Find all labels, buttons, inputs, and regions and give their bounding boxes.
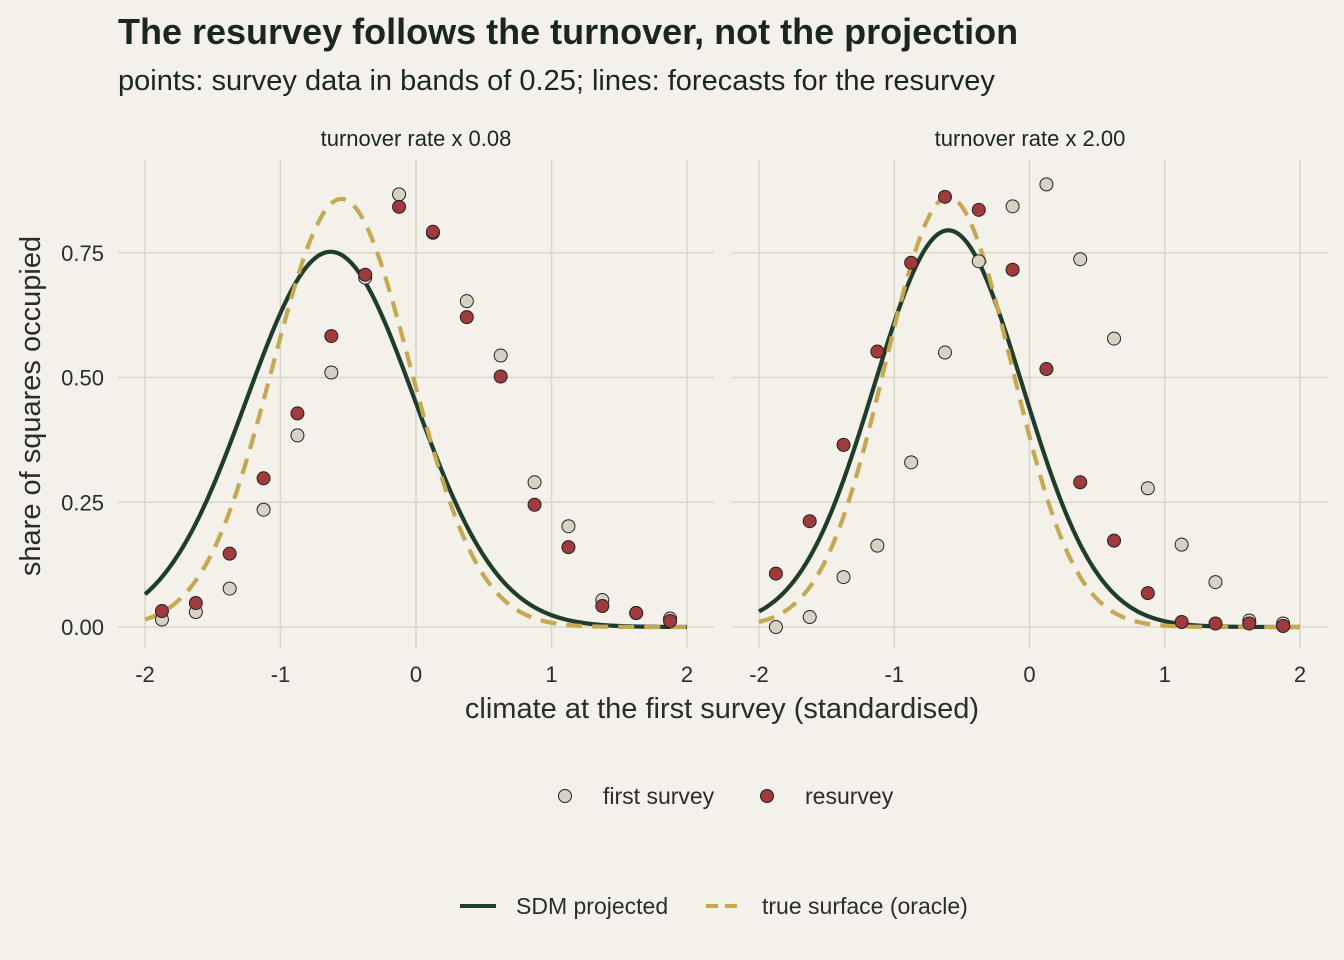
first-survey-point	[937, 345, 952, 360]
legend-true-label: true surface (oracle)	[762, 893, 968, 919]
resurvey-point	[836, 437, 851, 452]
resurvey-point	[595, 599, 610, 614]
resurvey-point	[222, 546, 237, 561]
resurvey-point	[527, 497, 542, 512]
legend-first-survey-label: first survey	[603, 783, 715, 809]
first-survey-point	[392, 187, 407, 202]
first-survey-point	[1107, 331, 1122, 346]
resurvey-point	[188, 596, 203, 611]
true-surface-line	[144, 196, 687, 630]
resurvey-point	[1073, 475, 1088, 490]
resurvey-point	[256, 471, 271, 486]
legend-resurvey-marker	[760, 789, 774, 803]
first-survey-point	[802, 610, 817, 625]
resurvey-point	[358, 267, 373, 282]
first-survey-point	[768, 620, 783, 634]
resurvey-point	[493, 369, 508, 384]
resurvey-point	[392, 199, 407, 214]
legend-sdm-label: SDM projected	[516, 893, 668, 919]
x-tick-label: 2	[1294, 662, 1306, 687]
resurvey-point	[1174, 615, 1189, 630]
first-survey-point	[256, 502, 271, 517]
resurvey-point	[768, 566, 783, 581]
first-survey-point	[971, 254, 986, 269]
panel-1-strip-label: turnover rate x 0.08	[321, 126, 512, 151]
first-survey-point	[1208, 575, 1223, 590]
chart-subtitle: points: survey data in bands of 0.25; li…	[118, 65, 995, 97]
resurvey-point	[425, 224, 440, 239]
resurvey-point	[1276, 619, 1291, 634]
resurvey-point	[290, 406, 305, 421]
x-tick-label: 0	[410, 662, 422, 687]
resurvey-point	[1242, 616, 1257, 631]
first-survey-point	[290, 428, 305, 443]
x-tick-label: 2	[681, 662, 693, 687]
x-axis-title: climate at the first survey (standardise…	[465, 693, 979, 725]
first-survey-point	[527, 475, 542, 490]
resurvey-point	[1005, 262, 1020, 277]
resurvey-point	[1107, 533, 1122, 548]
resurvey-point	[802, 514, 817, 529]
resurvey-point	[870, 344, 885, 359]
resurvey-point	[561, 540, 576, 555]
first-survey-point	[1073, 252, 1088, 267]
resurvey-point	[904, 255, 919, 270]
first-survey-point	[1140, 481, 1155, 496]
first-survey-point	[904, 455, 919, 470]
first-survey-point	[222, 581, 237, 596]
panel-2: turnover rate x 2.00 -2 -1 0 1 2	[732, 126, 1328, 687]
resurvey-point	[154, 604, 169, 619]
panel-2-strip-label: turnover rate x 2.00	[935, 126, 1126, 151]
resurvey-point	[1208, 616, 1223, 631]
first-survey-point	[459, 294, 474, 309]
y-tick-label: 0.50	[61, 366, 104, 391]
chart-title: The resurvey follows the turnover, not t…	[118, 11, 1018, 52]
y-axis-title: share of squares occupied	[15, 236, 47, 576]
first-survey-point	[870, 538, 885, 553]
resurvey-point	[1140, 586, 1155, 601]
legend-points: first survey resurvey	[558, 783, 894, 809]
x-tick-label: -1	[884, 662, 904, 687]
resurvey-point	[663, 614, 678, 629]
resurvey-point	[324, 329, 339, 344]
first-survey-point	[1174, 537, 1189, 552]
first-survey-point	[561, 519, 576, 534]
resurvey-point	[1039, 362, 1054, 377]
first-survey-point	[1005, 199, 1020, 214]
legend-lines: SDM projected true surface (oracle)	[460, 893, 968, 919]
x-tick-label: -1	[271, 662, 291, 687]
legend-first-survey-marker	[558, 789, 572, 803]
panels-layer: turnover rate x 0.08 -2 -1 0 1 2 0.00 0.25 0.50 0…	[61, 126, 1328, 687]
panel-1: turnover rate x 0.08 -2 -1 0 1 2 0.00 0.25 0.50 0…	[61, 126, 714, 687]
resurvey-point	[971, 202, 986, 217]
x-tick-label: -2	[135, 662, 155, 687]
first-survey-point	[324, 365, 339, 380]
resurvey-point	[629, 606, 644, 621]
true-surface-line	[758, 194, 1300, 630]
y-tick-label: 0.00	[61, 615, 104, 640]
x-tick-label: 1	[545, 662, 557, 687]
first-survey-point	[493, 348, 508, 363]
first-survey-point	[1039, 177, 1054, 192]
x-tick-label: 0	[1023, 662, 1035, 687]
x-tick-label: -2	[749, 662, 769, 687]
y-tick-label: 0.75	[61, 241, 104, 266]
resurvey-point	[937, 189, 952, 204]
y-tick-label: 0.25	[61, 490, 104, 515]
x-tick-label: 1	[1159, 662, 1171, 687]
legend-resurvey-label: resurvey	[805, 783, 894, 809]
resurvey-point	[459, 310, 474, 325]
first-survey-point	[836, 570, 851, 585]
